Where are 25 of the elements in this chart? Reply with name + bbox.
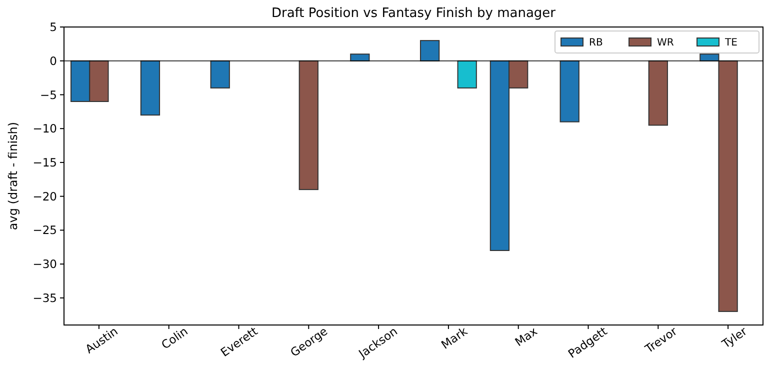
y-tick-label: −35 <box>32 290 57 305</box>
bar <box>420 40 440 62</box>
y-tick-label: 0 <box>50 54 57 68</box>
y-tick-label: 5 <box>50 20 57 34</box>
bar <box>457 60 477 88</box>
y-tick-label: −25 <box>32 223 57 238</box>
legend-label: TE <box>724 38 738 48</box>
y-tick-label: −15 <box>32 155 57 170</box>
chart-title: Draft Position vs Fantasy Finish by manager <box>271 6 556 21</box>
legend-label: WR <box>657 38 674 48</box>
bar <box>648 60 668 126</box>
x-tick-label: Colin <box>158 324 190 352</box>
y-tick-label: −30 <box>32 257 57 272</box>
bar <box>140 60 160 116</box>
legend-label: RB <box>589 38 603 48</box>
bar <box>350 54 370 62</box>
bar <box>210 60 230 88</box>
x-tick-label: Max <box>512 324 540 350</box>
bar <box>560 60 580 122</box>
bar <box>298 60 318 190</box>
y-tick-label: −10 <box>32 122 57 136</box>
x-tick-label: Tyler <box>718 324 750 352</box>
y-tick-label: −5 <box>40 88 57 102</box>
y-tick-label: −20 <box>32 189 57 204</box>
y-axis-title: avg (draft - finish) <box>6 122 20 230</box>
